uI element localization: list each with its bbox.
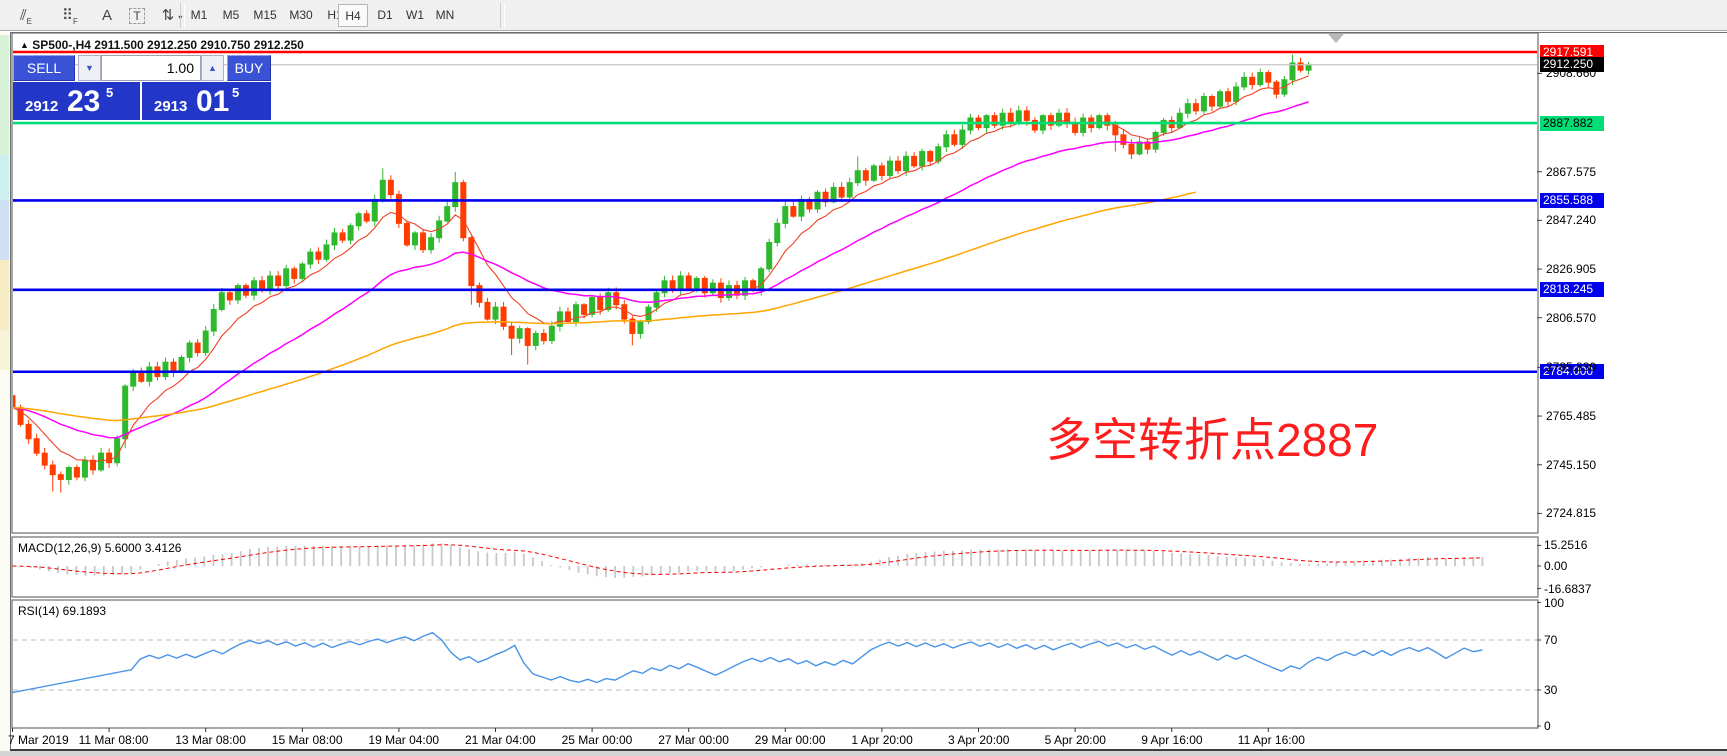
rsi-label: RSI(14) 69.1893 [18,604,107,618]
equidistant-channel-icon[interactable]: ⫽E [19,7,33,26]
price-tick-label: 2847.240 [1546,213,1597,228]
rsi-tick-label: 0 [1544,719,1551,733]
chart-window [10,32,1727,756]
price-level-badge: 2818.245 [1540,282,1604,298]
date-tick-label: 29 Mar 00:00 [754,733,826,747]
rsi-tick-label: 70 [1544,633,1558,647]
date-tick-label: 13 Mar 08:00 [175,733,246,747]
date-tick-label: 11 Mar 08:00 [78,733,149,747]
buy-button[interactable]: BUY [227,55,271,81]
date-tick-label: 19 Mar 04:00 [368,733,440,747]
price-tick-label: 2908.660 [1546,66,1597,81]
date-tick-label: 27 Mar 00:00 [658,733,729,747]
one-click-trading-panel: SELL ▼ ▲ BUY 2912 23 5 2913 01 5 [13,55,271,120]
price-tick-label: 2724.815 [1546,506,1597,521]
rsi-tick-label: 30 [1544,683,1558,697]
price-tick-label: 2867.575 [1546,164,1597,179]
date-tick-label: 15 Mar 08:00 [271,733,343,747]
symbol-arrow-icon: ▲ [20,40,29,50]
macd-label: MACD(12,26,9) 5.6000 3.4126 [18,541,182,555]
date-tick-label: 3 Apr 20:00 [948,733,1010,747]
volume-input[interactable] [101,55,201,81]
price-level-badge: 2912.250 [1540,57,1604,73]
price-tick-label: 2826.905 [1546,262,1597,277]
price-level-badge: 2887.882 [1540,115,1604,131]
tf-button-h4[interactable]: H4 [338,4,368,27]
tf-button-m30[interactable]: M30 [289,8,313,22]
price-tick-label: 2765.485 [1546,409,1597,424]
background-window-edge [0,32,10,756]
macd-tick-label: 15.2516 [1544,538,1588,553]
price-level-badge: 2784.000 [1540,364,1604,380]
date-tick-label: 7 Mar 2019 [8,733,69,747]
tf-button-d1[interactable]: D1 [377,8,393,22]
text-tool-icon[interactable]: T [124,3,150,28]
price-tick-label: 2745.150 [1546,457,1597,472]
window-bottom-strip [0,751,1727,756]
volume-down-button[interactable]: ▼ [78,55,101,81]
tf-button-w1[interactable]: W1 [406,8,424,22]
price-tick-label: 2806.570 [1546,310,1597,325]
buy-quote[interactable]: 2913 01 5 [142,82,271,120]
price-tick-label: 2785.830 [1546,360,1597,375]
tf-button-m5[interactable]: M5 [222,8,240,22]
chart-shift-marker-icon[interactable] [1328,34,1344,43]
date-tick-label: 9 Apr 16:00 [1141,733,1203,747]
chart-header: ▲ SP500-,H4 2911.500 2912.250 2910.750 2… [20,38,304,52]
date-tick-label: 21 Mar 04:00 [465,733,536,747]
date-tick-label: 5 Apr 20:00 [1044,733,1106,747]
tf-button-m1[interactable]: M1 [190,8,208,22]
macd-tick-label: -16.6837 [1544,581,1592,596]
window-bottom-border [10,749,1727,751]
text-label-icon[interactable]: A [101,7,112,24]
volume-up-button[interactable]: ▲ [201,55,224,81]
price-level-badge: 2855.588 [1540,192,1604,208]
rsi-tick-label: 100 [1544,595,1565,610]
toolbar-separator [500,3,505,28]
price-level-badge: 2917.591 [1540,44,1604,60]
date-tick-label: 25 Mar 00:00 [561,733,633,747]
macd-tick-label: 0.00 [1544,559,1568,573]
toolbar: ⫽E ⠿F A T ⇅ ▾ M1 M5 M15 M30 H1 H4 D1 W1 … [0,0,1727,31]
date-tick-label: 1 Apr 20:00 [851,733,913,747]
date-tick-label: 11 Apr 16:00 [1237,733,1305,747]
chart-annotation-text[interactable]: 多空转折点2887 [1046,414,1379,466]
sell-button[interactable]: SELL [13,55,75,81]
fibonacci-lines-icon[interactable]: ⠿F [62,7,78,26]
toolbar-separator [180,3,185,28]
tf-button-mn[interactable]: MN [435,8,455,22]
tf-button-m15[interactable]: M15 [253,8,277,22]
sell-quote[interactable]: 2912 23 5 [13,82,140,120]
